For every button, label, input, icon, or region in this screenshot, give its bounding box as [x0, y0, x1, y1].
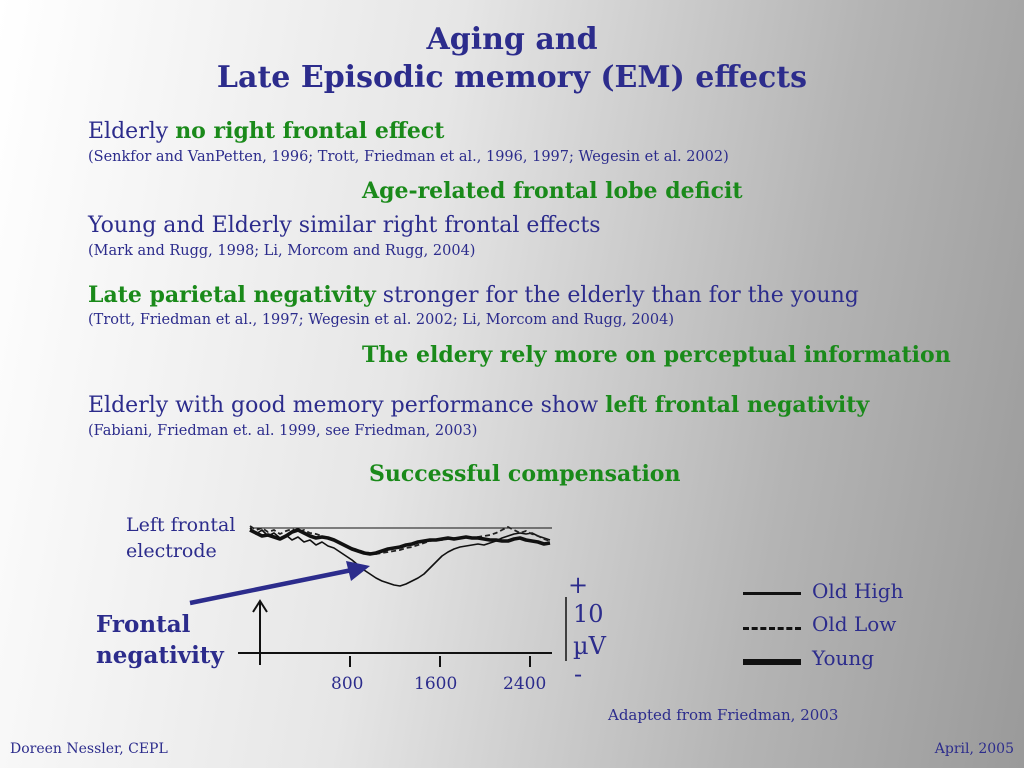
finding-3-highlight: Late parietal negativity [88, 282, 376, 308]
frontal-negativity-arrow-shaft [189, 567, 353, 606]
slide-title: Aging and Late Episodic memory (EM) effe… [0, 21, 1024, 97]
finding-4: Elderly with good memory performance sho… [88, 392, 869, 419]
finding-1-highlight: no right frontal effect [175, 118, 445, 144]
conclusion-compensation: Successful compensation [369, 461, 681, 487]
scale-value: 10 [573, 600, 604, 628]
erp-trace-young [249, 528, 551, 556]
electrode-label-line-1: Left frontal [126, 514, 236, 536]
electrode-label-line-2: electrode [126, 540, 217, 562]
legend-label-old-high: Old High [812, 579, 904, 603]
legend-line-old-low [743, 627, 801, 630]
finding-3: Late parietal negativity stronger for th… [88, 282, 859, 309]
footer-date: April, 2005 [934, 741, 1014, 757]
erp-trace-old-high [249, 527, 551, 587]
x-tick-label-800: 800 [331, 674, 364, 694]
time-axis-onset-arrowhead [252, 599, 268, 613]
finding-2-reference: (Mark and Rugg, 1998; Li, Morcom and Rug… [88, 243, 476, 259]
x-tick-label-1600: 1600 [414, 674, 458, 694]
finding-3-reference: (Trott, Friedman et al., 1997; Wegesin e… [88, 312, 674, 328]
finding-4-reference: (Fabiani, Friedman et. al. 1999, see Fri… [88, 423, 478, 439]
legend-line-young [743, 659, 801, 665]
finding-4-prefix: Elderly with good memory performance sho… [88, 393, 606, 418]
scale-plus-sign: + [568, 571, 589, 599]
finding-4-highlight: left frontal negativity [605, 392, 870, 418]
title-line-1: Aging and [426, 22, 598, 57]
frontal-negativity-line-2: negativity [96, 642, 224, 669]
legend-label-young: Young [812, 646, 875, 670]
scale-minus-sign: - [574, 660, 583, 688]
finding-1-prefix: Elderly [88, 119, 176, 144]
legend-label-old-low: Old Low [812, 612, 897, 636]
frontal-negativity-line-1: Frontal [96, 611, 191, 638]
finding-1-reference: (Senkfor and VanPetten, 1996; Trott, Fri… [88, 149, 729, 165]
scale-unit: µV [573, 632, 606, 660]
x-tick-label-2400: 2400 [503, 674, 547, 694]
electrode-label: Left frontal electrode [126, 512, 235, 564]
finding-2: Young and Elderly similar right frontal … [88, 213, 601, 238]
frontal-negativity-label: Frontal negativity [96, 609, 224, 671]
conclusion-perceptual: The eldery rely more on perceptual infor… [362, 342, 951, 368]
frontal-negativity-arrowhead [346, 561, 370, 581]
title-line-2: Late Episodic memory (EM) effects [216, 60, 808, 95]
legend-line-old-high [743, 592, 801, 595]
figure-credit: Adapted from Friedman, 2003 [608, 706, 839, 724]
finding-1: Elderly no right frontal effect [88, 118, 444, 145]
footer-author: Doreen Nessler, CEPL [10, 741, 168, 757]
conclusion-frontal-deficit: Age-related frontal lobe deficit [362, 178, 743, 204]
finding-3-suffix: stronger for the elderly than for the yo… [375, 283, 859, 308]
